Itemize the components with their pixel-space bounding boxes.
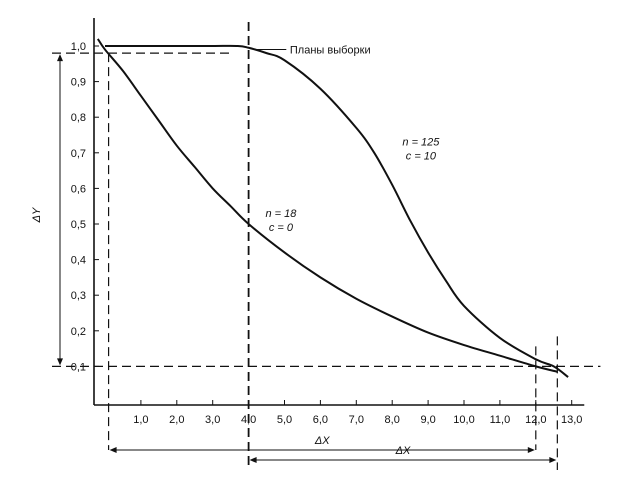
x-tick-label: 6,0 (313, 414, 328, 426)
oc-curve-series-1 (96, 38, 558, 373)
series-c-label: c = 10 (406, 151, 437, 163)
y-tick-label: 0,9 (71, 77, 86, 89)
delta-x-label: ΔX (395, 445, 411, 457)
x-tick-label: 7,0 (349, 414, 364, 426)
arrow-head (527, 447, 535, 453)
delta-x-label: ΔX (314, 435, 330, 447)
arrow-head (249, 457, 257, 463)
y-tick-label: 0,3 (71, 290, 86, 302)
x-tick-label: 5,0 (277, 414, 292, 426)
y-tick-label: 0,1 (71, 361, 86, 373)
y-tick-label: 0,7 (71, 148, 86, 160)
y-tick-label: 0,4 (71, 255, 86, 267)
x-tick-label: 10,0 (453, 414, 474, 426)
x-tick-label: 13,0 (561, 414, 582, 426)
y-tick-label: 0,8 (71, 112, 86, 124)
y-tick-label: 1,0 (71, 41, 86, 53)
arrow-head (57, 358, 63, 366)
x-tick-label: 9,0 (420, 414, 435, 426)
x-tick-label: 3,0 (205, 414, 220, 426)
y-axis-label: ΔY (31, 207, 43, 223)
arrow-head (549, 457, 557, 463)
arrow-head (109, 447, 117, 453)
oc-curve-series-2 (105, 44, 569, 378)
series-n-label: n = 125 (402, 137, 440, 149)
arrow-head (57, 54, 63, 62)
y-tick-label: 0,5 (71, 219, 86, 231)
x-tick-label: 11,0 (490, 414, 511, 426)
y-tick-label: 0,6 (71, 183, 86, 195)
x-tick-label: 8,0 (385, 414, 400, 426)
annotation-label: Планы выборки (290, 45, 371, 57)
series-c-label: c = 0 (269, 222, 294, 234)
series-n-label: n = 18 (265, 208, 297, 220)
x-tick-label: 1,0 (133, 414, 148, 426)
y-tick-label: 0,2 (71, 326, 86, 338)
x-tick-label: 2,0 (169, 414, 184, 426)
